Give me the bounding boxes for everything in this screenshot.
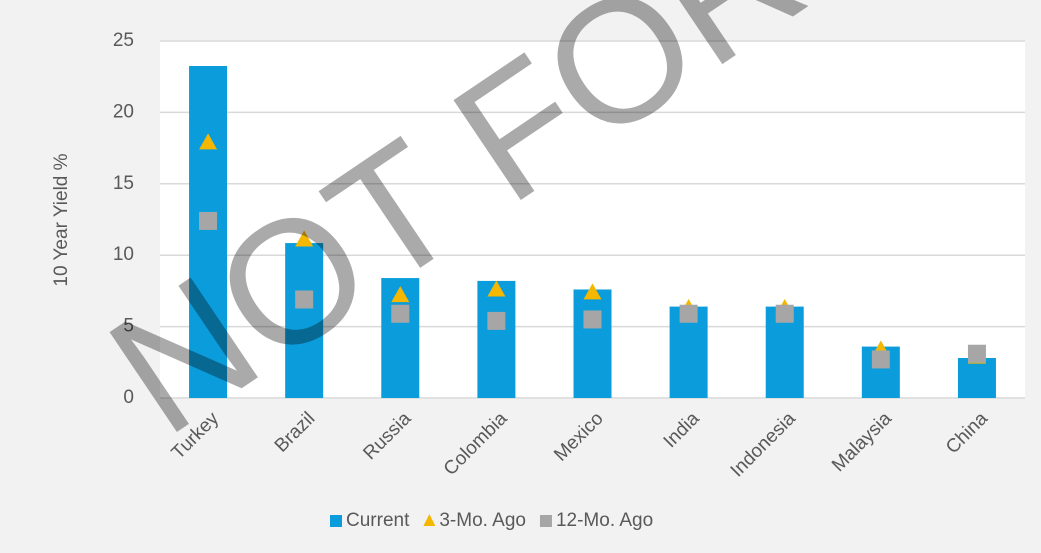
- square-marker: [871, 350, 890, 369]
- square-marker: [295, 290, 314, 309]
- square-marker: [391, 304, 410, 323]
- legend-swatch: [330, 515, 342, 527]
- y-tick-label: 25: [113, 30, 134, 51]
- triangle-marker: [199, 133, 218, 150]
- legend-label: 3-Mo. Ago: [439, 510, 526, 531]
- triangle-marker: [583, 283, 602, 300]
- legend-swatch: [423, 514, 436, 526]
- square-marker: [487, 311, 506, 330]
- legend-swatch: [539, 515, 552, 527]
- y-tick-label: 20: [113, 101, 134, 122]
- y-tick-label: 0: [123, 387, 134, 408]
- legend-label: Current: [346, 510, 410, 531]
- bar: [285, 243, 324, 398]
- triangle-marker: [391, 286, 410, 303]
- bar: [957, 358, 996, 398]
- y-axis-label: 10 Year Yield %: [51, 153, 72, 286]
- square-marker: [775, 304, 794, 323]
- bar: [189, 65, 228, 399]
- triangle-marker: [487, 280, 506, 297]
- square-marker: [583, 310, 602, 329]
- y-tick-label: 10: [113, 244, 134, 265]
- y-tick-label: 15: [113, 173, 134, 194]
- bar: [573, 289, 612, 398]
- square-marker: [199, 211, 218, 230]
- triangle-marker: [295, 230, 314, 247]
- bar: [477, 280, 516, 398]
- square-marker: [679, 304, 698, 323]
- y-tick-label: 5: [123, 316, 134, 337]
- square-marker: [967, 344, 986, 363]
- legend-label: 12-Mo. Ago: [556, 510, 653, 531]
